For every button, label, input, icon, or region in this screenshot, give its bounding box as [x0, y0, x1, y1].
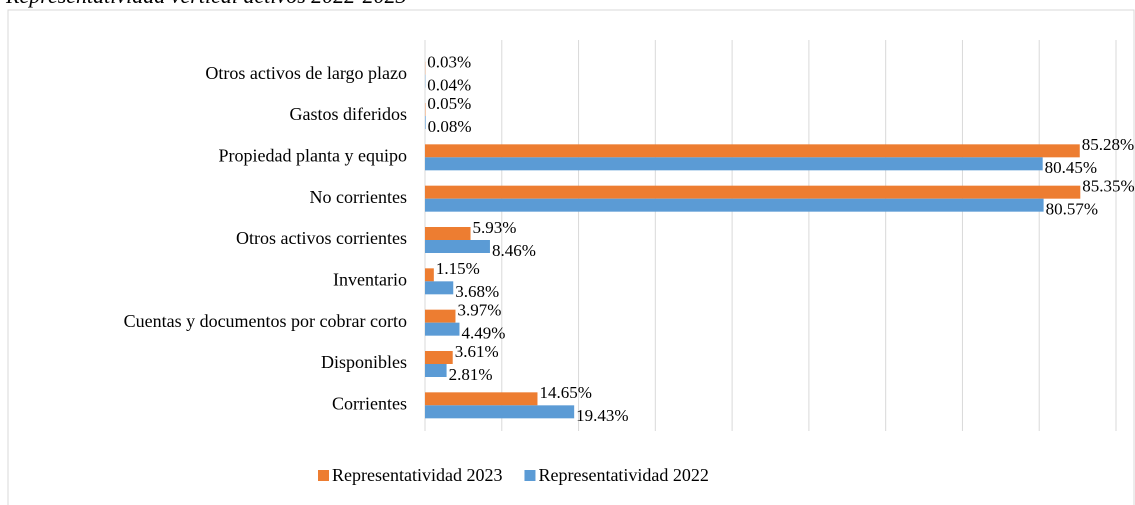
bar: [425, 198, 1044, 212]
y-tick-label: Disponibles: [321, 352, 407, 372]
bar: [425, 405, 575, 419]
bar: [425, 227, 471, 240]
value-label: 0.05%: [427, 94, 471, 113]
value-label: 0.04%: [427, 76, 471, 95]
value-label: 0.03%: [427, 53, 471, 72]
value-label: 85.35%: [1082, 177, 1134, 196]
bar: [425, 116, 426, 129]
bar: [425, 240, 490, 253]
value-label: 3.97%: [457, 301, 501, 320]
legend-swatch: [524, 470, 536, 481]
y-tick-label: Otros activos de largo plazo: [205, 63, 407, 83]
y-tick-label: Propiedad planta y equipo: [219, 145, 407, 165]
bar: [425, 144, 1080, 158]
bar: [425, 309, 456, 323]
value-label: 14.65%: [539, 383, 591, 402]
value-label: 2.81%: [449, 365, 493, 384]
bar: [425, 268, 434, 282]
value-label: 80.45%: [1045, 158, 1097, 177]
bar: [425, 364, 447, 377]
y-tick-label: Corrientes: [332, 393, 407, 413]
value-label: 3.68%: [455, 282, 499, 301]
value-label: 0.08%: [428, 117, 472, 136]
value-label: 5.93%: [473, 218, 517, 237]
bar: [425, 185, 1081, 199]
value-label: 19.43%: [576, 406, 628, 425]
value-label: 80.57%: [1046, 200, 1098, 219]
value-label: 4.49%: [461, 324, 505, 343]
bar: [425, 322, 460, 336]
bar: [425, 281, 454, 295]
y-tick-label: Otros activos corrientes: [236, 228, 407, 248]
bar: [425, 157, 1043, 171]
chart-title: Representatividad vertical activos 2022-…: [5, 0, 407, 8]
value-label: 85.28%: [1082, 135, 1134, 154]
bar: [425, 351, 453, 364]
y-tick-label: No corrientes: [310, 187, 407, 207]
y-tick-label: Gastos diferidos: [290, 104, 407, 124]
legend-label: Representatividad 2023: [332, 465, 502, 485]
value-label: 1.15%: [436, 259, 480, 278]
bar: [425, 392, 538, 406]
value-label: 3.61%: [455, 342, 499, 361]
value-label: 8.46%: [492, 241, 536, 260]
chart-frame: [7, 9, 1135, 505]
y-tick-label: Inventario: [333, 269, 407, 289]
legend-swatch: [318, 470, 329, 481]
legend-label: Representatividad 2022: [538, 465, 708, 485]
y-tick-label: Cuentas y documentos por cobrar corto: [124, 311, 407, 331]
